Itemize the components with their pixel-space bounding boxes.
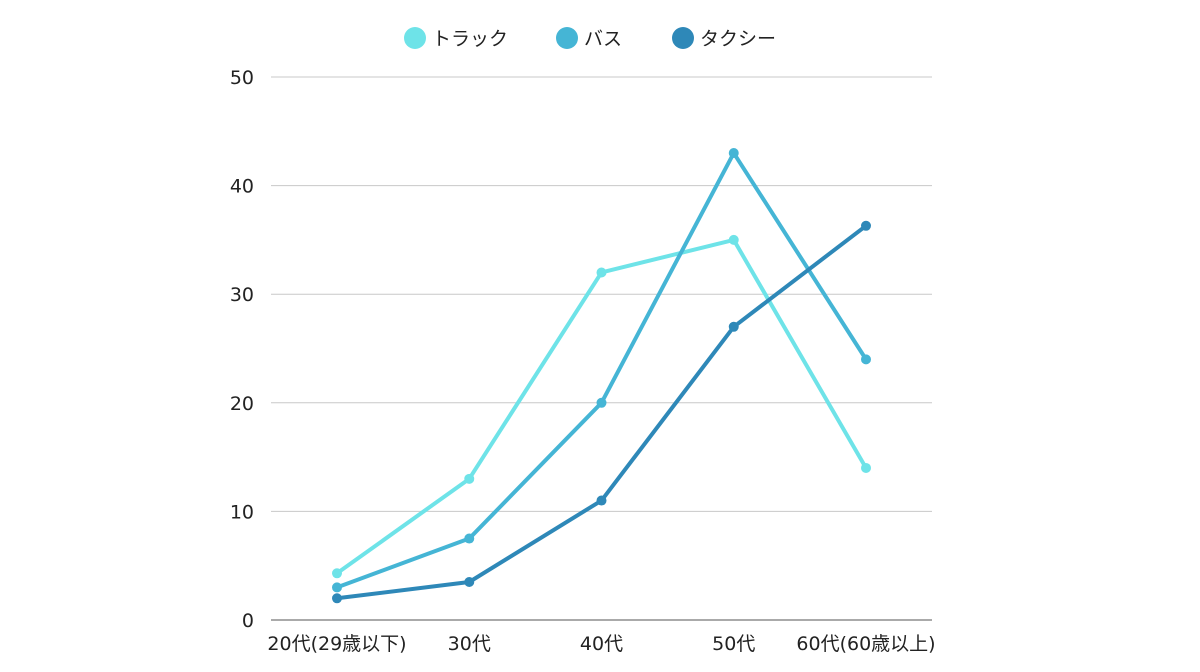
series-lines (332, 148, 871, 604)
y-tick-label: 50 (230, 67, 254, 89)
x-tick-label: 20代(29歳以下) (267, 633, 406, 655)
x-tick-label: 50代 (712, 633, 755, 655)
data-point (464, 473, 475, 484)
gridlines (271, 76, 932, 621)
data-point (596, 397, 607, 408)
legend-item: トラック (404, 27, 508, 50)
legend-marker (404, 27, 426, 49)
y-tick-label: 20 (230, 393, 254, 415)
legend-label: タクシー (700, 28, 776, 50)
series-2 (332, 148, 871, 593)
y-tick-label: 10 (230, 501, 254, 523)
data-point (332, 568, 342, 579)
data-point (728, 148, 739, 159)
legend: トラック バス タクシー (404, 27, 776, 50)
data-point (861, 220, 871, 231)
legend-item: タクシー (672, 27, 776, 50)
data-point (861, 462, 871, 473)
legend-item: バス (556, 27, 622, 50)
data-point (596, 267, 607, 278)
legend-marker (556, 27, 578, 49)
legend-label: トラック (432, 28, 508, 50)
data-point (728, 321, 739, 332)
x-axis-tick-labels: 20代(29歳以下) 30代 40代 50代 60代(60歳以上) (267, 633, 935, 655)
data-point (332, 593, 342, 604)
data-point (332, 582, 342, 593)
series-3 (332, 220, 871, 604)
y-axis-tick-labels: 0 10 20 30 40 50 (230, 67, 254, 632)
y-tick-label: 30 (230, 284, 254, 306)
data-point (464, 576, 475, 587)
y-tick-label: 0 (242, 610, 254, 632)
series-line (335, 223, 868, 601)
data-point (596, 495, 607, 506)
x-tick-label: 30代 (448, 633, 491, 655)
series-1 (332, 234, 871, 579)
legend-marker (672, 27, 694, 49)
data-point (464, 533, 475, 544)
x-tick-label: 40代 (580, 633, 623, 655)
series-line (335, 151, 868, 590)
y-tick-label: 40 (230, 176, 254, 198)
legend-label: バス (584, 28, 622, 50)
data-point (728, 234, 739, 245)
data-point (861, 354, 871, 365)
x-tick-label: 60代(60歳以上) (796, 633, 935, 655)
